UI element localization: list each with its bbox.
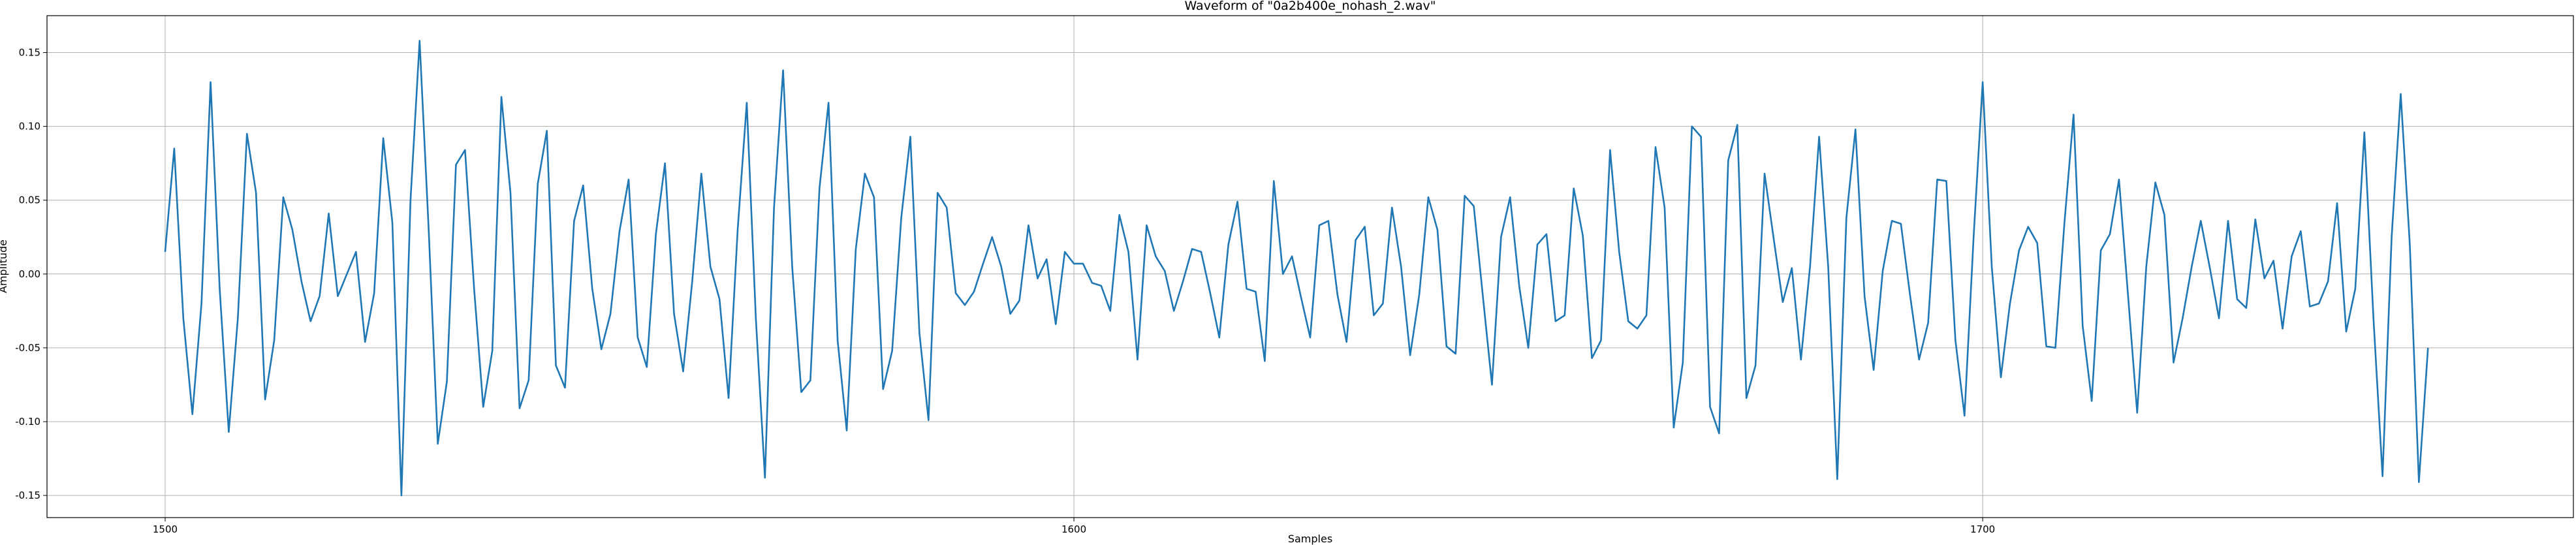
series-layer — [164, 40, 2429, 497]
y-tick-label: 0.15 — [19, 47, 40, 59]
y-tick-label: 0.10 — [19, 121, 40, 132]
y-ticks: -0.15 -0.10 -0.05 0.00 0.05 0.10 0.15 — [15, 47, 47, 501]
y-tick-label: 0.05 — [19, 195, 40, 206]
plot-frame — [46, 15, 2574, 518]
y-axis-label: Amplitude — [0, 240, 9, 293]
y-tick-label: -0.05 — [15, 342, 40, 354]
plot-area — [47, 16, 2573, 518]
x-tick-label: 1500 — [153, 523, 178, 535]
y-tick-label: -0.15 — [15, 490, 40, 501]
x-ticks: 1500 1600 1700 — [153, 518, 1995, 535]
x-axis-label: Samples — [1288, 533, 1332, 545]
chart-title: Waveform of "0a2b400e_nohash_2.wav" — [1184, 0, 1436, 13]
x-tick-label: 1700 — [1970, 523, 1995, 535]
y-tick-label: -0.10 — [15, 416, 40, 428]
y-tick-label: 0.00 — [19, 268, 40, 280]
waveform-line — [164, 40, 2429, 497]
x-tick-label: 1600 — [1061, 523, 1086, 535]
